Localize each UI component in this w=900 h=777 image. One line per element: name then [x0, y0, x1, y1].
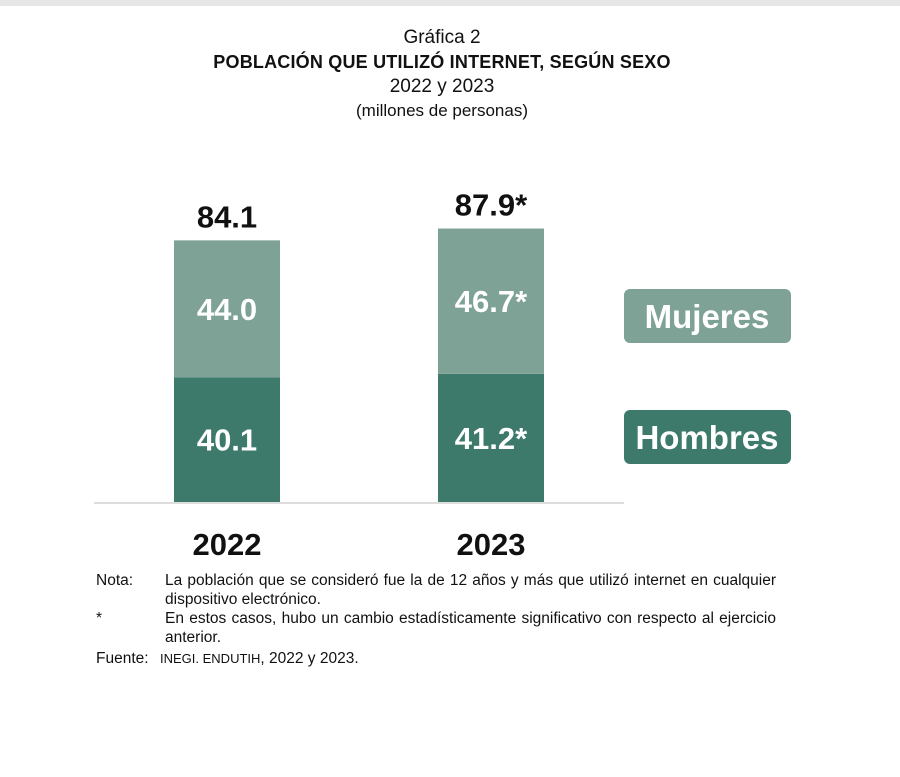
bar-segment-hombres-2022	[174, 377, 280, 502]
source-org: INEGI. ENDUTIH	[160, 651, 261, 666]
chart-title: POBLACIÓN QUE UTILIZÓ INTERNET, SEGÚN SE…	[213, 52, 671, 72]
top-strip	[0, 0, 900, 6]
x-tick-label: 2023	[457, 527, 526, 560]
asterisk-text: En estos casos, hubo un cambio estadísti…	[165, 610, 776, 646]
legend-label-mujeres: Mujeres	[645, 298, 770, 335]
legend-swatch-hombres	[624, 410, 791, 464]
chart-label: Gráfica 2	[403, 27, 481, 48]
bar-value-label: 44.0	[197, 292, 257, 327]
chart-units: (millones de personas)	[356, 101, 528, 120]
chart-header: Gráfica 2 POBLACIÓN QUE UTILIZÓ INTERNET…	[0, 26, 884, 122]
bar-total-label: 87.9*	[455, 188, 528, 223]
bar-segment-hombres-2023	[438, 373, 544, 502]
source-text: INEGI. ENDUTIH, 2022 y 2023.	[160, 649, 359, 668]
note-key: Nota:	[96, 572, 134, 589]
bar-value-label: 41.2*	[455, 421, 528, 456]
x-tick-label: 2022	[193, 527, 262, 560]
legend-swatch-mujeres	[624, 289, 791, 343]
bar-value-label: 46.7*	[455, 284, 528, 319]
asterisk-note-row: * En estos casos, hubo un cambio estadís…	[96, 609, 776, 647]
source-years: , 2022 y 2023.	[260, 650, 359, 667]
note-text: La población que se consideró fue la de …	[165, 572, 776, 608]
bar-value-label: 40.1	[197, 423, 257, 458]
bar-segment-mujeres-2022	[174, 240, 280, 378]
note-row: Nota: La población que se consideró fue …	[96, 571, 776, 609]
notes: Nota: La población que se consideró fue …	[96, 571, 776, 668]
source-key: Fuente:	[96, 650, 149, 667]
stacked-bar-chart: 40.1 44.0 84.1 2022 41.2* 46.7* 87.9* 2023 Mujer…	[94, 188, 791, 560]
bar-total-label: 84.1	[197, 199, 257, 234]
bar-segment-mujeres-2023	[438, 228, 544, 374]
chart-subtitle: 2022 y 2023	[389, 76, 495, 97]
source-row: Fuente: INEGI. ENDUTIH, 2022 y 2023.	[96, 649, 776, 668]
legend-label-hombres: Hombres	[635, 419, 778, 456]
asterisk-key: *	[96, 610, 103, 627]
